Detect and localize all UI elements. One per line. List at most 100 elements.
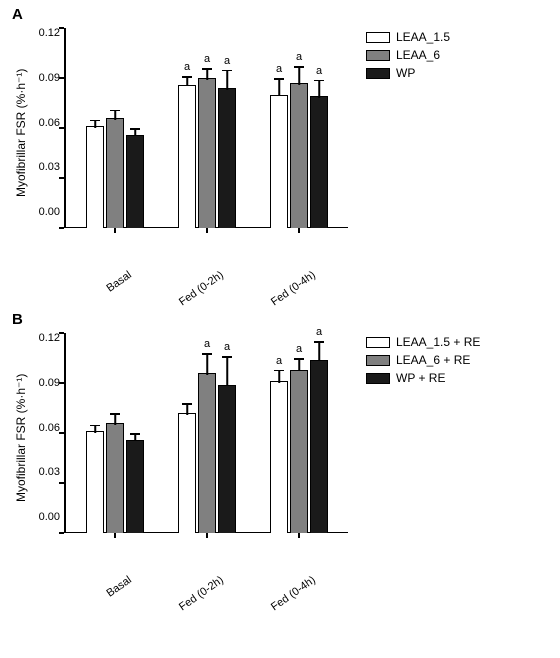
panel-a: AMyofibrillar FSR (%·h⁻¹)0.120.090.060.0… <box>12 18 548 248</box>
error-cap <box>130 433 140 435</box>
y-tick-labels: 0.120.090.060.030.00 <box>28 323 60 523</box>
error-cap <box>314 80 324 82</box>
error-cap <box>182 76 192 78</box>
error-bar <box>318 81 320 98</box>
significance-marker: a <box>184 62 190 73</box>
error-cap <box>130 128 140 130</box>
error-cap <box>294 358 304 360</box>
y-tick-mark <box>59 482 64 484</box>
error-cap <box>294 66 304 68</box>
bar: a <box>178 85 196 228</box>
legend-label: WP <box>396 66 415 80</box>
y-tick-labels: 0.120.090.060.030.00 <box>28 18 60 218</box>
error-bar <box>206 70 208 80</box>
x-tick-mark <box>114 533 116 538</box>
y-tick: 0.09 <box>28 378 60 389</box>
chart-area: Myofibrillar FSR (%·h⁻¹)0.120.090.060.03… <box>12 323 348 553</box>
plot-area: aaaaaBasalFed (0-2h)Fed (0-4h) <box>64 333 348 543</box>
y-tick-mark <box>59 532 64 534</box>
y-tick: 0.09 <box>28 73 60 84</box>
y-tick-mark <box>59 227 64 229</box>
legend-item: LEAA_1.5 <box>366 30 450 44</box>
x-tick-mark <box>298 533 300 538</box>
bar <box>126 440 144 533</box>
legend-swatch <box>366 337 390 348</box>
error-bar <box>94 426 96 433</box>
bar <box>106 423 124 533</box>
y-axis-line <box>64 28 66 228</box>
error-cap <box>314 341 324 343</box>
bar: a <box>198 78 216 228</box>
error-bar <box>298 360 300 372</box>
bar: a <box>198 373 216 533</box>
bar <box>106 118 124 228</box>
error-bar <box>186 78 188 86</box>
bar: a <box>270 381 288 533</box>
bar: a <box>310 96 328 228</box>
significance-marker: a <box>316 327 322 338</box>
y-axis-label: Myofibrillar FSR (%·h⁻¹) <box>12 18 28 248</box>
significance-marker: a <box>224 56 230 67</box>
legend: LEAA_1.5 LEAA_6 WP <box>366 30 450 84</box>
legend-swatch <box>366 32 390 43</box>
y-tick-mark <box>59 332 64 334</box>
error-bar <box>226 71 228 89</box>
bar <box>86 126 104 228</box>
significance-marker: a <box>296 344 302 355</box>
y-tick: 0.12 <box>28 333 60 344</box>
error-cap <box>90 120 100 122</box>
error-cap <box>202 353 212 355</box>
significance-marker: a <box>316 66 322 77</box>
legend-swatch <box>366 50 390 61</box>
error-cap <box>222 70 232 72</box>
legend-item: LEAA_6 + RE <box>366 353 480 367</box>
x-tick-mark <box>298 228 300 233</box>
bar-group: aaa <box>270 83 328 228</box>
error-bar <box>186 405 188 415</box>
legend-label: WP + RE <box>396 371 445 385</box>
bar: a <box>218 88 236 228</box>
y-tick-mark <box>59 382 64 384</box>
error-bar <box>94 121 96 128</box>
error-bar <box>226 358 228 386</box>
legend-label: LEAA_1.5 <box>396 30 450 44</box>
error-bar <box>206 355 208 375</box>
significance-marker: a <box>224 342 230 353</box>
legend-item: LEAA_6 <box>366 48 450 62</box>
y-tick-mark <box>59 27 64 29</box>
error-bar <box>318 343 320 361</box>
bar <box>86 431 104 533</box>
error-cap <box>274 78 284 80</box>
bar-group: aaa <box>178 78 236 228</box>
significance-marker: a <box>204 339 210 350</box>
legend-label: LEAA_6 + RE <box>396 353 470 367</box>
legend-label: LEAA_6 <box>396 48 440 62</box>
y-tick-mark <box>59 127 64 129</box>
significance-marker: a <box>296 52 302 63</box>
y-axis-label: Myofibrillar FSR (%·h⁻¹) <box>12 323 28 553</box>
y-tick-mark <box>59 432 64 434</box>
error-bar <box>278 371 280 383</box>
bar: a <box>290 370 308 533</box>
y-tick: 0.06 <box>28 118 60 129</box>
bar: a <box>218 385 236 533</box>
x-tick-mark <box>206 228 208 233</box>
error-cap <box>90 425 100 427</box>
y-tick: 0.00 <box>28 207 60 218</box>
legend: LEAA_1.5 + RELEAA_6 + REWP + RE <box>366 335 480 389</box>
significance-marker: a <box>276 64 282 75</box>
error-cap <box>182 403 192 405</box>
error-cap <box>274 370 284 372</box>
error-bar <box>134 130 136 137</box>
legend-item: WP + RE <box>366 371 480 385</box>
bar-group: aaa <box>270 360 328 533</box>
bar <box>126 135 144 228</box>
bar-group: aa <box>178 373 236 533</box>
error-bar <box>114 111 116 119</box>
x-tick-mark <box>206 533 208 538</box>
error-cap <box>110 413 120 415</box>
bar <box>178 413 196 533</box>
legend-item: WP <box>366 66 450 80</box>
significance-marker: a <box>204 54 210 65</box>
y-tick: 0.03 <box>28 467 60 478</box>
